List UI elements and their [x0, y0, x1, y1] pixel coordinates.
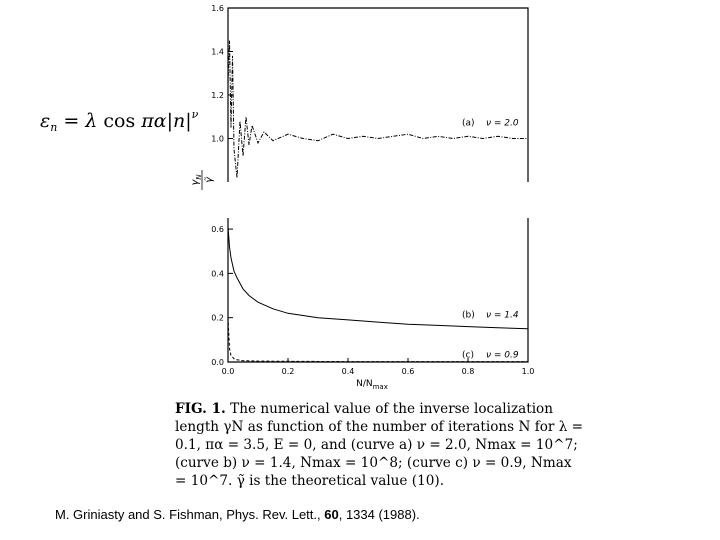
formula-lhs: ε [40, 110, 51, 132]
upper-ytick-label: 1.6 [211, 4, 224, 13]
formula-exponent: ν [191, 108, 199, 121]
figure-chart: 1.61.41.21.0 0.60.40.20.0 0.0 0.2 0.4 0.6 0.… [190, 4, 534, 391]
series-layer [227, 40, 529, 363]
series-line [227, 317, 528, 363]
curve-label-c-prefix: (c) [462, 351, 474, 361]
curve-label-b-prefix: (b) [462, 311, 475, 321]
series-line [227, 40, 528, 178]
curve-label-c-value: ν = 0.9 [486, 351, 519, 361]
citation-volume: 60 [324, 507, 339, 522]
series-line [227, 226, 529, 330]
caption-label: FIG. 1. [175, 401, 226, 417]
upper-ytick-label: 1.0 [211, 135, 224, 144]
xtick-label: 0.4 [342, 367, 355, 376]
caption-text: The numerical value of the inverse local… [175, 401, 584, 489]
y-axis-label-top: γN [190, 174, 203, 186]
lower-ytick-label: 0.2 [211, 314, 224, 323]
upper-frame [227, 7, 529, 182]
lower-panel: 0.6 0.4 0.2 0.0 [211, 218, 529, 367]
formula-abs-n: |n| [166, 110, 192, 132]
formula-equals: = [57, 110, 86, 132]
upper-ytick-label: 1.2 [211, 91, 224, 100]
formula-pi-alpha: πα [141, 110, 167, 132]
curve-label-a-value: ν = 2.0 [486, 118, 519, 128]
x-axis-label: N/Nmax [356, 379, 388, 391]
formula-cos: cos [97, 110, 142, 132]
y-axis-label-bottom: γ̃ [203, 176, 215, 183]
lower-ytick-label: 0.6 [211, 225, 224, 234]
y-axis-label-top-sub: N [195, 174, 203, 180]
figure-caption: FIG. 1. The numerical value of the inver… [175, 400, 585, 490]
xtick-label: 1.0 [522, 367, 535, 376]
citation-rest: , 1334 (1988). [338, 507, 420, 522]
lower-ytick-label: 0.0 [211, 358, 224, 367]
formula-lhs-sub: n [50, 121, 58, 134]
citation: M. Griniasty and S. Fishman, Phys. Rev. … [55, 507, 420, 522]
x-axis: 0.0 0.2 0.4 0.6 0.8 1.0 N/Nmax γN γ̃ [190, 170, 534, 391]
labels-layer: (a) ν = 2.0 (b) ν = 1.4 (c) ν = 0.9 [462, 118, 519, 360]
xtick-label: 0.2 [282, 367, 295, 376]
xtick-label: 0.8 [462, 367, 475, 376]
upper-panel: 1.6 1.4 1.2 1.0 [211, 4, 529, 182]
xtick-label: 0.6 [402, 367, 415, 376]
citation-authors: M. Griniasty and S. Fishman, Phys. Rev. … [55, 507, 325, 522]
lower-frame [227, 218, 529, 363]
formula-lambda: λ [85, 110, 98, 132]
x-axis-label-sub: max [373, 383, 388, 391]
upper-ytick-label: 1.4 [211, 48, 224, 57]
curve-label-b-value: ν = 1.4 [486, 311, 519, 321]
formula: εn = λ cos πα|n|ν [40, 108, 198, 134]
curve-label-a-prefix: (a) [462, 118, 475, 128]
xtick-label: 0.0 [222, 367, 235, 376]
lower-ytick-label: 0.4 [211, 269, 224, 278]
y-axis-label: γN γ̃ [190, 170, 215, 190]
